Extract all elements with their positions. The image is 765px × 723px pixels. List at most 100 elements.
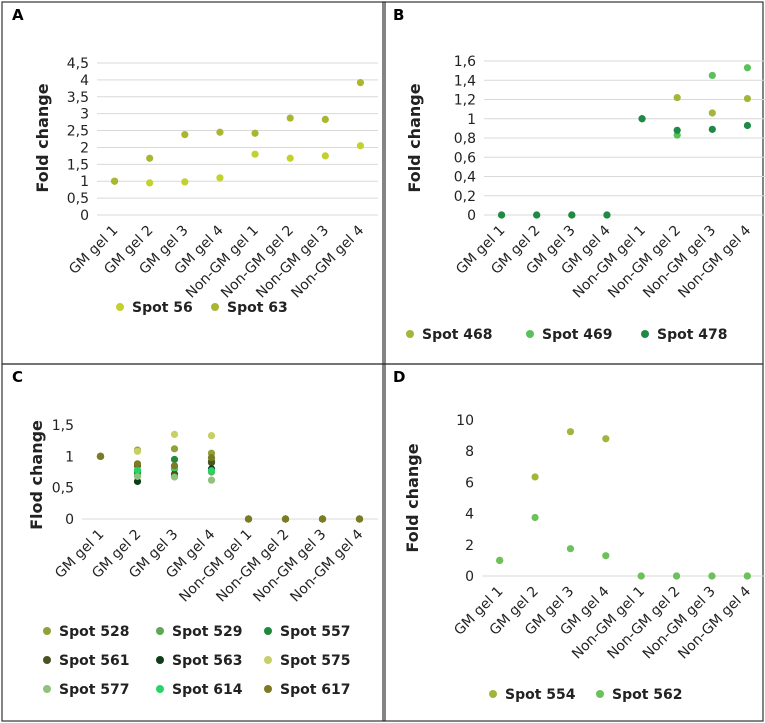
y-tick-label: 6 <box>465 475 474 491</box>
legend-marker <box>156 685 164 693</box>
panel-label: B <box>393 6 404 24</box>
data-point <box>637 572 645 580</box>
data-point <box>743 94 752 103</box>
y-tick-label: 3,5 <box>67 90 89 106</box>
panel-label: A <box>12 6 24 24</box>
legend-marker <box>596 690 604 698</box>
legend-label: Spot 56 <box>132 300 193 316</box>
y-axis-label: Fold change <box>33 83 52 192</box>
legend-label: Spot 63 <box>227 300 288 316</box>
legend-label: Spot 528 <box>59 624 130 640</box>
data-point <box>96 452 105 460</box>
panel-label: D <box>393 368 405 386</box>
data-point <box>133 466 142 474</box>
data-point <box>743 572 751 580</box>
data-point <box>170 455 179 464</box>
data-point <box>286 114 294 122</box>
legend-label: Spot 529 <box>172 624 243 640</box>
legend-marker <box>156 656 164 664</box>
legend-marker <box>264 656 272 664</box>
legend-label: Spot 575 <box>280 653 351 669</box>
data-point <box>318 515 327 523</box>
y-tick-label: 1,5 <box>67 157 89 173</box>
legend-label: Spot 557 <box>280 624 351 640</box>
y-tick-label: 0 <box>65 512 74 528</box>
data-point <box>170 445 179 453</box>
data-point <box>533 211 541 219</box>
data-point <box>207 459 216 467</box>
panel-label: C <box>12 368 23 386</box>
y-tick-label: 1,6 <box>454 54 476 70</box>
data-point <box>566 545 575 553</box>
data-point <box>673 93 681 102</box>
legend-label: Spot 468 <box>422 327 493 343</box>
legend-label: Spot 478 <box>657 327 728 343</box>
panel-border <box>382 1 764 365</box>
y-tick-label: 0,6 <box>454 150 476 166</box>
data-point <box>602 435 610 443</box>
y-tick-label: 1,4 <box>454 73 476 89</box>
y-tick-label: 0,8 <box>454 131 476 147</box>
data-point <box>743 64 752 72</box>
legend-marker <box>43 685 51 693</box>
data-point <box>356 142 365 150</box>
legend-marker <box>641 330 649 338</box>
data-point <box>146 179 154 187</box>
data-point <box>133 472 142 480</box>
data-point <box>170 430 179 438</box>
data-point <box>673 126 681 134</box>
data-point <box>251 150 259 158</box>
y-tick-label: 2,5 <box>67 124 89 140</box>
legend-marker <box>526 330 534 338</box>
data-point <box>603 211 611 219</box>
data-point <box>251 129 259 137</box>
legend-marker <box>264 685 272 693</box>
legend-label: Spot 554 <box>505 687 576 703</box>
data-point <box>216 174 224 182</box>
legend-marker <box>489 690 497 698</box>
data-point <box>708 109 716 117</box>
y-tick-label: 1,2 <box>454 93 476 109</box>
y-tick-label: 0,4 <box>454 170 476 186</box>
legend-marker <box>406 330 414 338</box>
data-point <box>207 432 216 440</box>
data-point <box>146 154 154 162</box>
data-point <box>181 178 189 186</box>
legend-marker <box>43 656 51 664</box>
legend-label: Spot 577 <box>59 682 130 698</box>
data-point <box>170 462 179 470</box>
y-tick-label: 1,5 <box>52 418 74 434</box>
legend-marker <box>156 627 164 635</box>
legend-marker <box>43 627 51 635</box>
data-point <box>602 552 610 560</box>
data-point <box>181 131 189 139</box>
y-tick-label: 0,5 <box>52 481 74 497</box>
data-point <box>531 473 539 481</box>
data-point <box>207 453 216 462</box>
data-point <box>638 115 646 123</box>
data-point <box>497 211 506 219</box>
y-tick-label: 0,2 <box>454 189 476 205</box>
y-tick-label: 1 <box>65 449 74 465</box>
legend-label: Spot 563 <box>172 653 243 669</box>
data-point <box>321 115 329 124</box>
data-point <box>355 515 364 523</box>
legend-label: Spot 562 <box>612 687 683 703</box>
data-point <box>568 211 576 219</box>
data-point <box>743 121 752 130</box>
data-point <box>672 572 681 580</box>
y-tick-label: 1 <box>467 112 476 128</box>
panel-border <box>382 363 764 722</box>
data-point <box>281 515 290 523</box>
data-point <box>356 78 365 87</box>
data-point <box>133 477 142 485</box>
data-point <box>566 428 575 436</box>
data-point <box>708 572 716 580</box>
data-point <box>321 152 329 160</box>
data-point <box>496 556 504 565</box>
